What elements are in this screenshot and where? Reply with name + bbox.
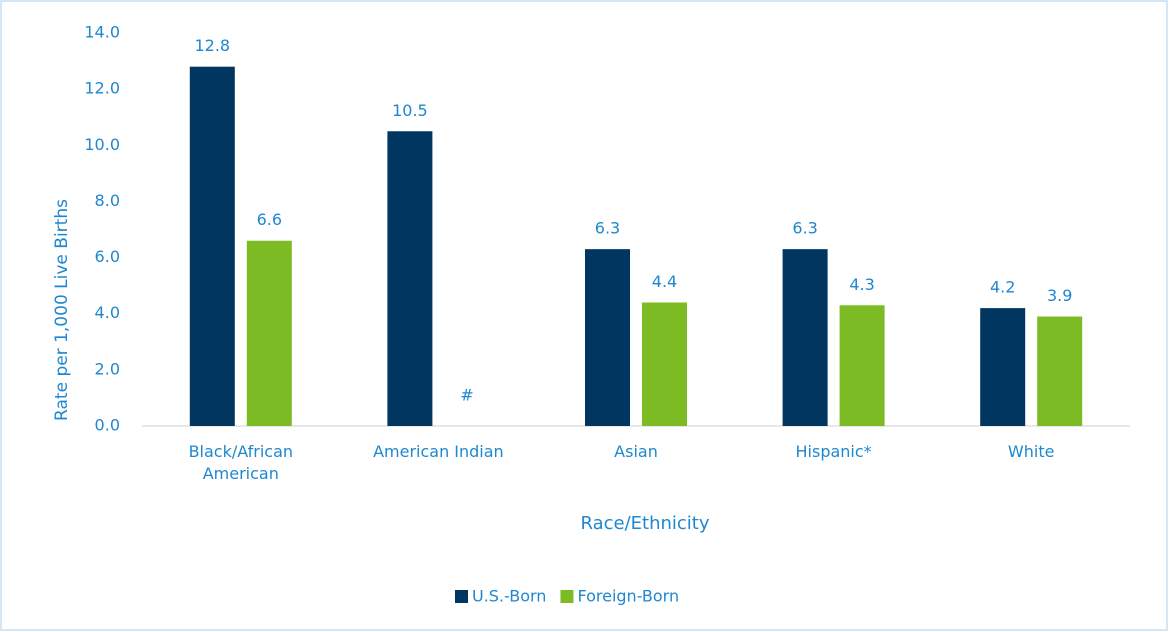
data-label: # xyxy=(460,386,473,405)
y-tick-label: 14.0 xyxy=(84,23,120,42)
data-label: 3.9 xyxy=(1047,286,1072,305)
y-tick-label: 12.0 xyxy=(84,79,120,98)
data-label: 4.4 xyxy=(652,272,677,291)
data-label: 6.3 xyxy=(792,219,817,238)
bar xyxy=(839,305,885,426)
x-tick-label: American Indian xyxy=(373,442,504,461)
x-tick-label-box: Hispanic* xyxy=(795,442,872,461)
x-tick-label: Black/African American xyxy=(188,442,294,483)
data-label: 6.3 xyxy=(595,219,620,238)
x-tick-label: Hispanic* xyxy=(795,442,872,461)
bar xyxy=(246,240,292,426)
x-tick-label: White xyxy=(1007,442,1055,461)
data-label: 4.3 xyxy=(849,275,874,294)
y-tick-label: 0.0 xyxy=(95,416,120,435)
bar xyxy=(980,308,1026,426)
bar xyxy=(642,302,687,426)
data-label: 12.8 xyxy=(194,36,230,55)
legend-swatch xyxy=(560,590,574,603)
x-tick-label: Asian xyxy=(614,442,658,461)
x-tick-label-box: American Indian xyxy=(373,442,504,461)
x-tick-label-box: Asian xyxy=(614,442,658,461)
legend-label: U.S.-Born xyxy=(472,587,546,606)
bar xyxy=(585,249,630,426)
y-tick-label: 8.0 xyxy=(95,191,120,210)
data-label: 6.6 xyxy=(257,210,282,229)
y-axis-title: Rate per 1,000 Live Births xyxy=(52,199,72,421)
data-label: 10.5 xyxy=(392,101,428,120)
legend-swatch xyxy=(455,590,468,603)
bar xyxy=(387,131,433,426)
y-tick-label: 4.0 xyxy=(95,303,120,322)
x-tick-label-box: Black/African American xyxy=(188,442,294,483)
x-axis-title: Race/Ethnicity xyxy=(580,513,709,534)
bar xyxy=(189,66,235,426)
x-tick-label-box: White xyxy=(1007,442,1055,461)
y-tick-label: 2.0 xyxy=(95,359,120,378)
data-label: 4.2 xyxy=(990,278,1015,297)
legend-label: Foreign-Born xyxy=(577,587,679,606)
y-tick-label: 6.0 xyxy=(95,247,120,266)
y-tick-label: 10.0 xyxy=(84,135,120,154)
bar xyxy=(782,249,828,426)
bar xyxy=(1037,316,1083,426)
